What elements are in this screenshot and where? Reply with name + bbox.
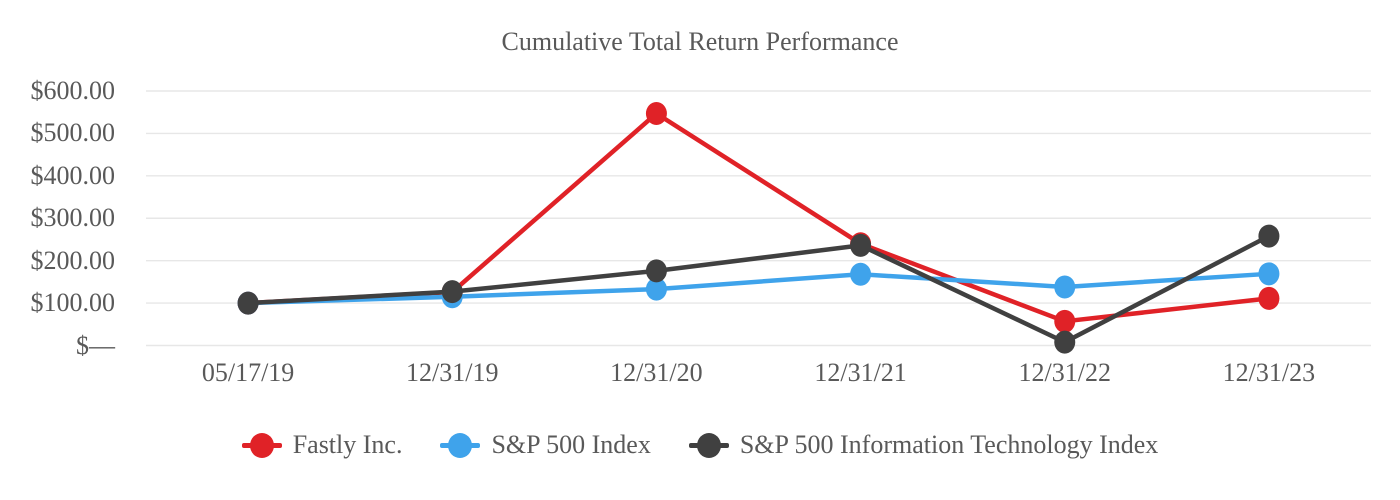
series-lines bbox=[237, 101, 1280, 354]
data-point-marker bbox=[1054, 275, 1076, 299]
data-point-marker bbox=[441, 280, 463, 304]
legend-line-marker-icon bbox=[241, 431, 282, 459]
legend-item: S&P 500 Information Technology Index bbox=[688, 430, 1159, 459]
legend-label: S&P 500 Index bbox=[491, 430, 651, 459]
legend-label: Fastly Inc. bbox=[292, 430, 403, 459]
series-line bbox=[245, 233, 1272, 345]
data-point-marker bbox=[1054, 330, 1076, 354]
legend-item: S&P 500 Index bbox=[440, 430, 651, 459]
data-point-marker bbox=[1054, 309, 1076, 333]
chart-title: Cumulative Total Return Performance bbox=[501, 27, 899, 56]
legend-line-marker-icon bbox=[688, 431, 729, 459]
data-point-marker bbox=[850, 233, 872, 257]
data-point-marker bbox=[645, 101, 667, 125]
y-axis-label: $100.00 bbox=[30, 288, 116, 318]
data-point-marker bbox=[645, 259, 667, 283]
y-axis-label: $— bbox=[76, 330, 115, 360]
data-point-marker bbox=[645, 277, 667, 301]
y-axis-label: $500.00 bbox=[30, 118, 116, 148]
data-point-marker bbox=[850, 262, 872, 286]
x-axis-label: 12/31/21 bbox=[814, 358, 907, 387]
legend-line-marker-icon bbox=[440, 431, 481, 459]
series-line bbox=[245, 271, 1272, 306]
data-point-marker bbox=[1258, 262, 1280, 286]
x-axis-label: 12/31/20 bbox=[610, 358, 703, 387]
data-point-marker bbox=[1258, 286, 1280, 310]
data-point-marker bbox=[1258, 224, 1280, 248]
x-axis-label: 05/17/19 bbox=[201, 358, 295, 387]
y-axis-label: $600.00 bbox=[30, 76, 116, 105]
data-point-marker bbox=[237, 291, 259, 315]
legend-label: S&P 500 Information Technology Index bbox=[739, 430, 1159, 459]
gridlines bbox=[146, 90, 1371, 347]
y-axis-label: $300.00 bbox=[30, 203, 116, 233]
x-axis-label: 12/31/22 bbox=[1018, 358, 1111, 387]
series-line bbox=[245, 111, 1272, 324]
x-axis-label: 12/31/19 bbox=[406, 358, 499, 387]
y-axis-label: $200.00 bbox=[30, 245, 116, 275]
legend-item: Fastly Inc. bbox=[241, 430, 403, 459]
y-axis-label: $400.00 bbox=[30, 160, 116, 190]
x-axis-label: 12/31/23 bbox=[1222, 358, 1316, 387]
legend: Fastly Inc. S&P 500 Index S&P 500 Informat… bbox=[0, 431, 1400, 459]
